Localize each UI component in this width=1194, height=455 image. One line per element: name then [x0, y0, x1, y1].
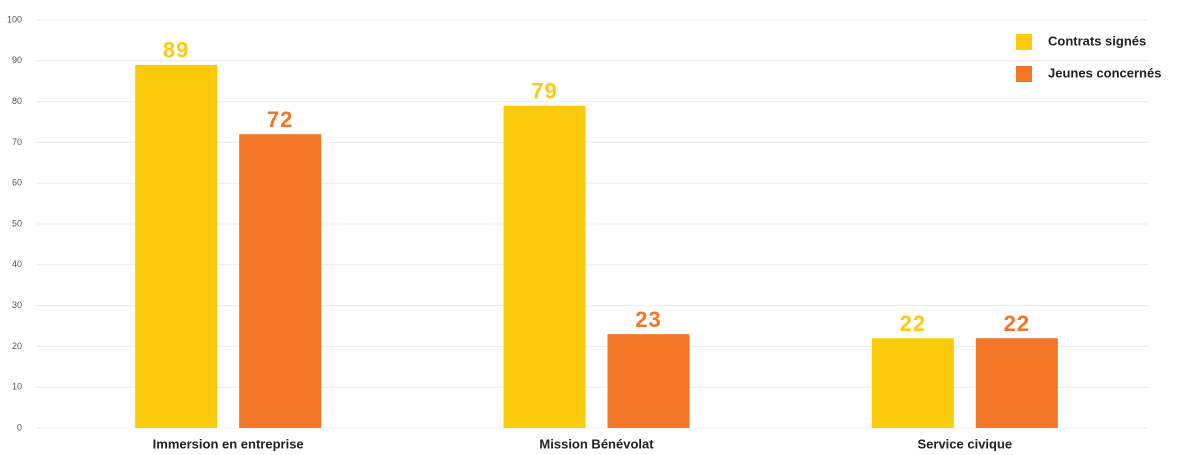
bar	[239, 134, 322, 429]
legend-swatch	[1016, 34, 1032, 50]
data-label: 72	[267, 107, 293, 132]
legend-label: Contrats signés	[1048, 33, 1146, 48]
y-tick-label: 50	[12, 218, 22, 228]
bar	[607, 334, 690, 428]
data-label: 79	[531, 78, 557, 103]
legend-swatch	[1016, 66, 1032, 82]
bar	[871, 338, 954, 428]
y-tick-label: 100	[7, 14, 22, 24]
legend-label: Jeunes concernés	[1048, 65, 1161, 80]
y-tick-label: 20	[12, 341, 22, 351]
y-tick-label: 30	[12, 300, 22, 310]
bar	[503, 105, 586, 429]
y-tick-label: 60	[12, 178, 22, 188]
data-label: 22	[900, 311, 926, 336]
y-tick-label: 10	[12, 382, 22, 392]
y-tick-label: 70	[12, 137, 22, 147]
bar	[975, 338, 1058, 428]
data-label: 23	[635, 307, 661, 332]
y-tick-label: 40	[12, 259, 22, 269]
bar	[135, 64, 218, 428]
data-label: 22	[1004, 311, 1030, 336]
y-tick-label: 90	[12, 55, 22, 65]
x-tick-label: Mission Bénévolat	[539, 436, 654, 451]
x-tick-label: Service civique	[917, 436, 1012, 451]
y-tick-label: 0	[17, 422, 22, 432]
y-tick-label: 80	[12, 96, 22, 106]
x-tick-label: Immersion en entreprise	[153, 436, 304, 451]
data-label: 89	[163, 38, 189, 63]
